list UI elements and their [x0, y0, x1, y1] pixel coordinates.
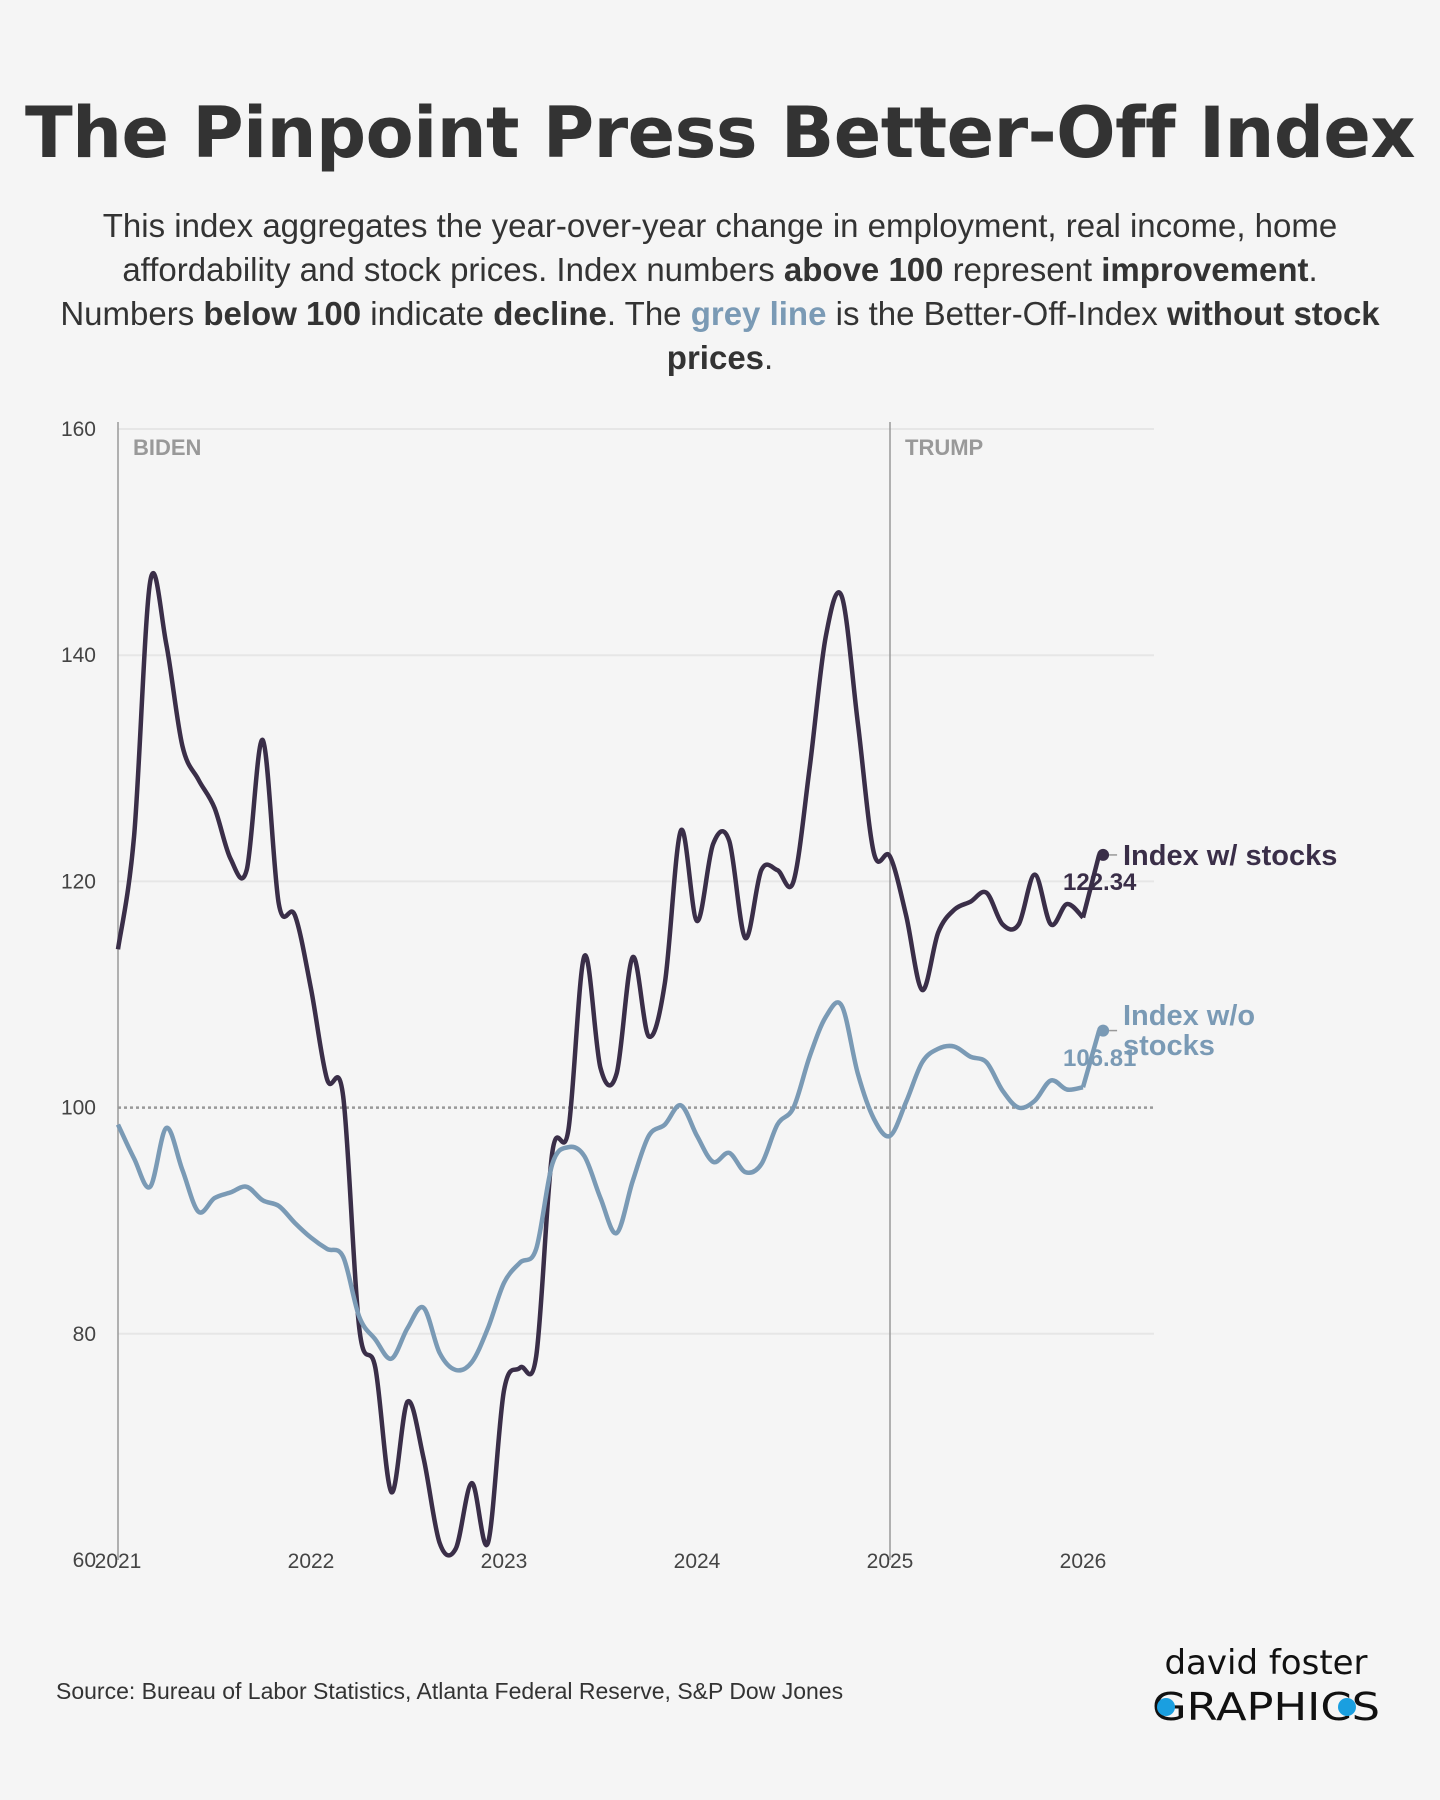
- gridlines: [118, 428, 1154, 1335]
- series-end-value: 106.81: [1063, 1045, 1136, 1072]
- chart-subtitle: This index aggregates the year-over-year…: [60, 204, 1380, 380]
- axes: 60 80 100 120 140 160 2021 2022 2023 2024 2025 2026…: [61, 418, 1106, 1573]
- series-line: [115, 571, 1085, 1558]
- x-tick-label: 2023: [481, 1550, 528, 1573]
- series-line-end: [1080, 854, 1102, 919]
- series-line: [115, 1000, 1084, 1373]
- subtitle-segment: grey line: [690, 295, 827, 332]
- subtitle-segment: above 100: [783, 251, 944, 288]
- logo-accent-dot: [1157, 1698, 1175, 1716]
- era-label: TRUMP: [905, 435, 983, 460]
- subtitle-segment: is the Better-Off-Index: [826, 295, 1167, 332]
- x-tick-label: 2022: [288, 1550, 335, 1573]
- logo-accent-dot: [1338, 1698, 1356, 1716]
- series-name-label: Index w/o stocks: [1123, 1000, 1255, 1062]
- y-tick-label: 140: [61, 644, 96, 667]
- david-foster-graphics-logo: david foster GRAPHICS: [1152, 1643, 1380, 1729]
- y-tick-label: 100: [61, 1097, 96, 1120]
- series-end-value: 122.34: [1063, 869, 1137, 896]
- series-line-end: [1080, 1029, 1102, 1088]
- chart-title: The Pinpoint Press Better-Off Index: [24, 92, 1416, 174]
- x-tick-label: 2024: [674, 1550, 721, 1573]
- logo-line1: david foster: [1164, 1643, 1367, 1683]
- era-label: BIDEN: [133, 435, 201, 460]
- y-tick-label: 160: [61, 418, 96, 441]
- x-tick-label: 2021: [95, 1550, 142, 1573]
- series-end-dot: [1097, 1024, 1110, 1037]
- subtitle-segment: .: [764, 339, 774, 376]
- source-note: Source: Bureau of Labor Statistics, Atla…: [56, 1678, 844, 1704]
- y-tick-label: 60: [73, 1549, 96, 1572]
- x-tick-label: 2026: [1060, 1550, 1107, 1573]
- line-chart: 60 80 100 120 140 160 2021 2022 2023 2024 2025 2026…: [61, 418, 1337, 1573]
- series-name-label: Index w/ stocks: [1123, 840, 1337, 872]
- x-tick-label: 2025: [867, 1550, 914, 1573]
- subtitle-segment: This index aggregates the year-over-year…: [102, 207, 1338, 288]
- subtitle-segment: without stock prices: [666, 295, 1380, 376]
- subtitle-segment: indicate: [361, 295, 494, 332]
- subtitle-segment: improvement: [1101, 251, 1309, 288]
- series-end-dot: [1097, 848, 1110, 861]
- series-lines: [115, 571, 1110, 1558]
- subtitle-segment: below 100: [203, 295, 362, 332]
- y-tick-label: 80: [73, 1323, 96, 1346]
- subtitle-segment: decline: [493, 295, 607, 332]
- subtitle-segment: represent: [943, 251, 1102, 288]
- y-tick-label: 120: [61, 870, 96, 893]
- subtitle-segment: . The: [606, 295, 691, 332]
- subtitle-segment: . Numbers: [60, 251, 1318, 332]
